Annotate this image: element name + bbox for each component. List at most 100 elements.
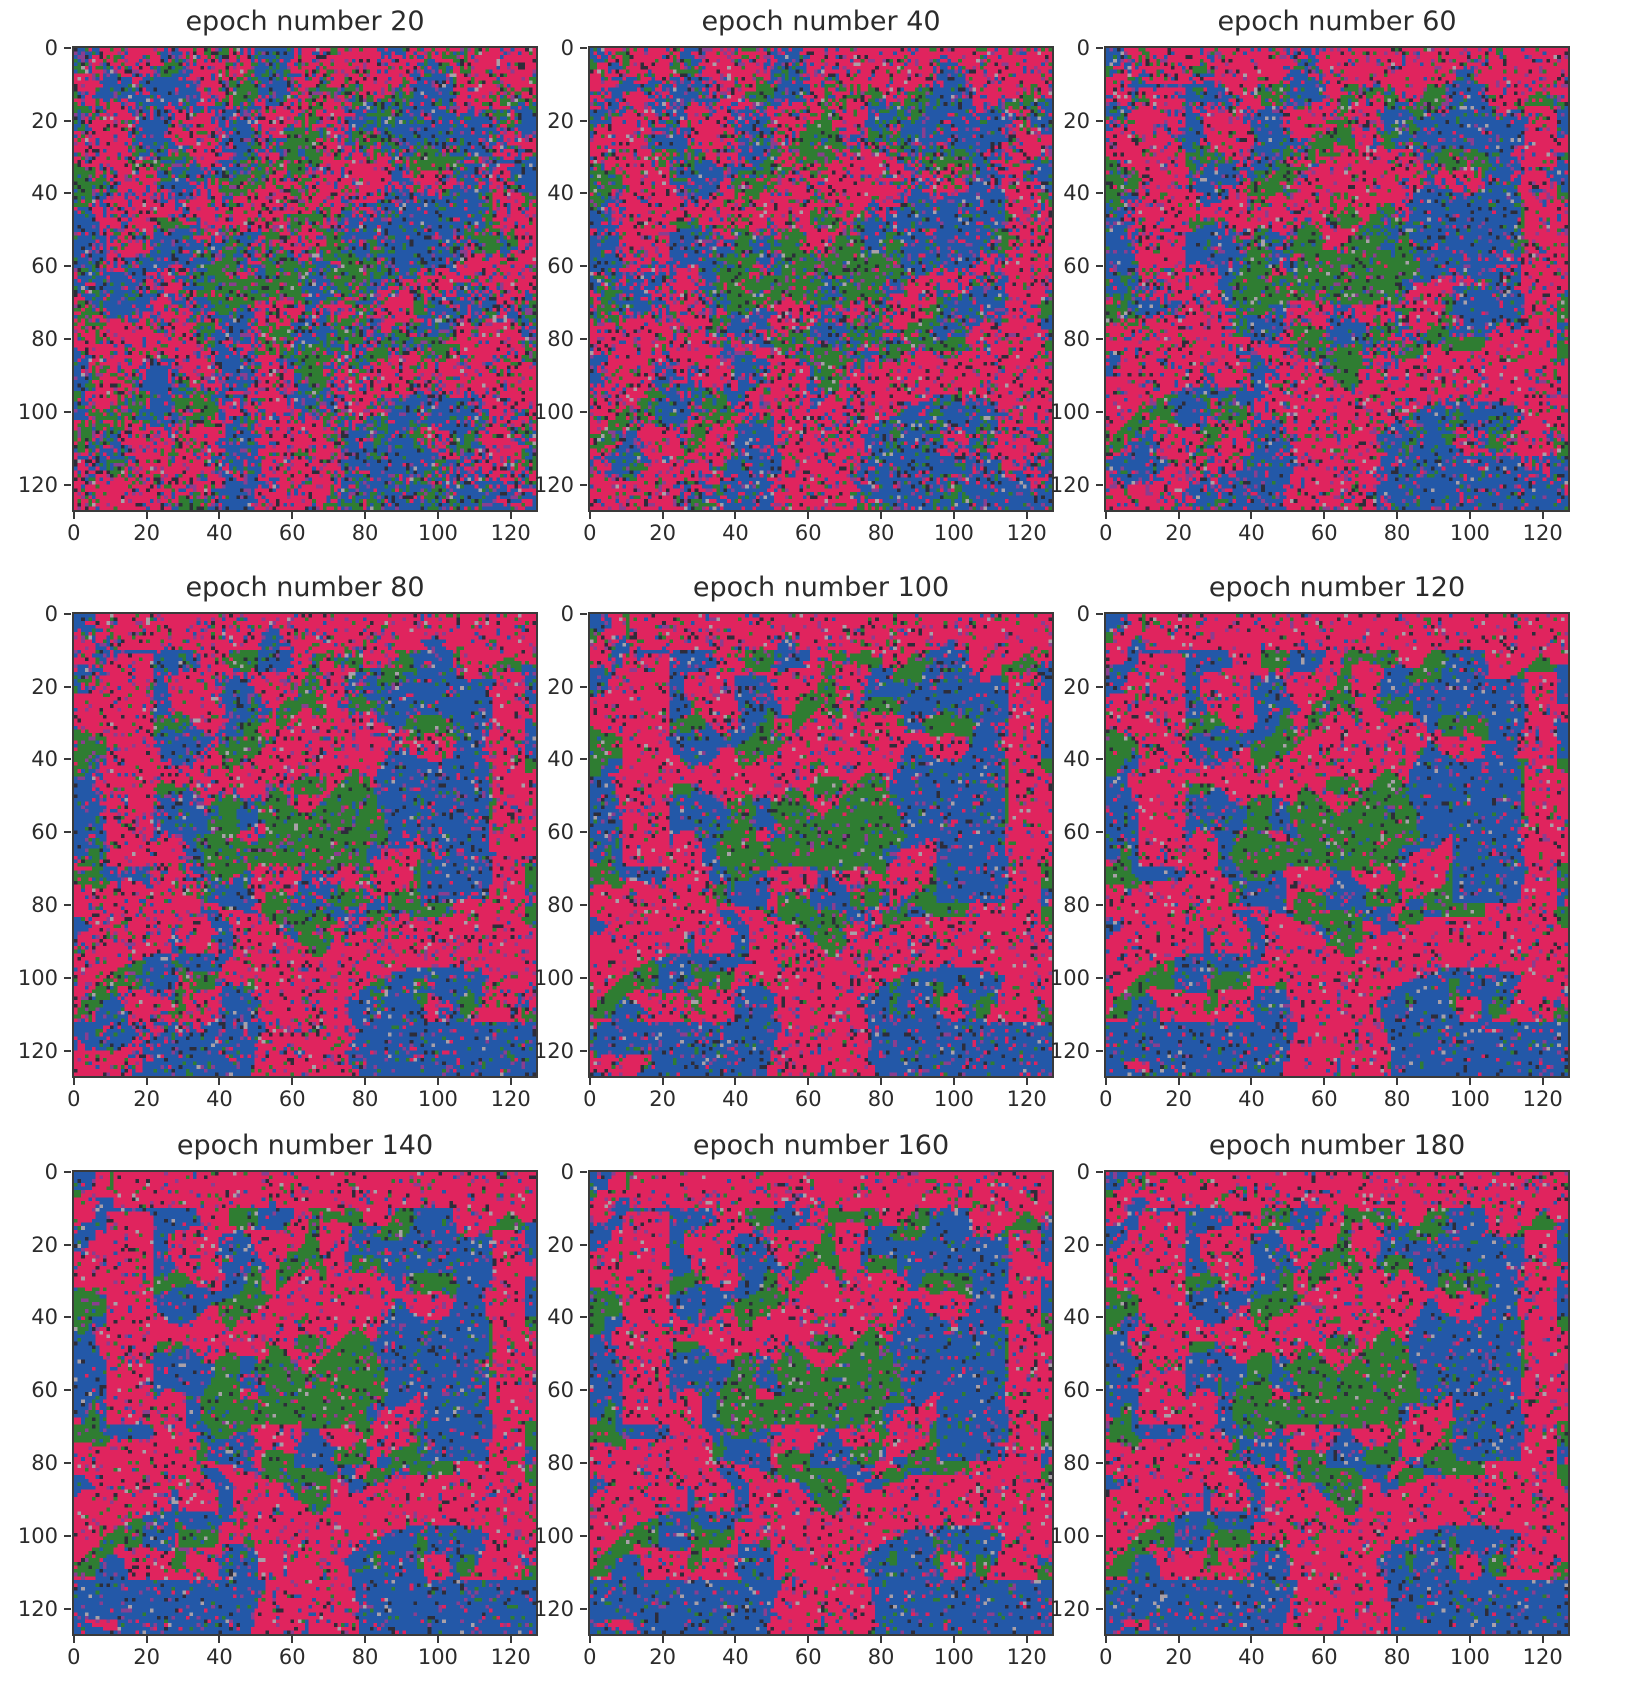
y-tick-label: 60 xyxy=(31,1378,58,1403)
x-tick-label: 40 xyxy=(722,521,749,545)
x-tick-mark xyxy=(145,1636,148,1643)
x-tick-label: 0 xyxy=(583,1645,597,1669)
x-tick-label: 40 xyxy=(206,521,233,545)
x-tick-mark xyxy=(1025,1078,1028,1085)
x-tick-label: 40 xyxy=(1238,1087,1265,1111)
x-tick-mark xyxy=(880,1636,883,1643)
x-tick-label: 60 xyxy=(794,1645,822,1669)
x-tick-label: 40 xyxy=(1238,1645,1265,1669)
y-tick-mark xyxy=(580,1534,587,1537)
image-panel: epoch number 20 0 20 40 60 80 100 120 0 20 40 60 80 1… xyxy=(6,2,566,562)
x-tick-mark xyxy=(734,1078,737,1085)
y-tick-label: 120 xyxy=(1049,1596,1090,1621)
epoch-image xyxy=(1106,614,1568,1076)
image-panel: epoch number 60 0 20 40 60 80 100 120 0 20 40 60 80 1… xyxy=(1038,2,1598,562)
x-tick-mark xyxy=(509,1636,512,1643)
y-tick-mark xyxy=(580,119,587,122)
x-tick-mark xyxy=(218,512,221,519)
x-tick-mark xyxy=(72,1078,75,1085)
y-tick-label: 80 xyxy=(547,327,574,352)
x-tick-mark xyxy=(145,1078,148,1085)
image-panel: epoch number 80 0 20 40 60 80 100 120 0 20 40 60 80 1… xyxy=(6,568,566,1128)
x-tick-label: 80 xyxy=(351,1645,379,1669)
x-tick-mark xyxy=(509,1078,512,1085)
epoch-image xyxy=(74,48,536,510)
y-tick-mark xyxy=(64,1462,71,1465)
x-tick-mark xyxy=(1468,512,1471,519)
y-tick-mark xyxy=(1096,758,1103,761)
y-tick-label: 120 xyxy=(533,1596,574,1621)
x-tick-label: 60 xyxy=(794,1087,822,1111)
x-tick-label: 0 xyxy=(583,1087,597,1111)
y-tick-label: 0 xyxy=(44,601,58,626)
y-tick-label: 100 xyxy=(17,965,58,990)
x-tick-label: 80 xyxy=(867,521,895,545)
y-tick-label: 60 xyxy=(547,1378,574,1403)
y-tick-mark xyxy=(580,1462,587,1465)
x-tick-label: 0 xyxy=(1099,1645,1113,1669)
panel-title: epoch number 60 xyxy=(1217,6,1457,37)
y-tick-mark xyxy=(64,1534,71,1537)
x-tick-label: 20 xyxy=(649,521,676,545)
y-tick-label: 20 xyxy=(1063,674,1090,699)
image-panel: epoch number 100 0 20 40 60 80 100 120 0 20 40 60 80… xyxy=(522,568,1082,1128)
y-tick-label: 100 xyxy=(533,1523,574,1548)
y-tick-label: 60 xyxy=(31,254,58,279)
y-tick-mark xyxy=(64,1607,71,1610)
y-tick-label: 40 xyxy=(547,747,574,772)
x-tick-label: 60 xyxy=(794,521,822,545)
y-tick-mark xyxy=(580,976,587,979)
x-tick-mark xyxy=(1541,512,1544,519)
y-tick-mark xyxy=(64,1243,71,1246)
x-tick-label: 60 xyxy=(1310,1645,1338,1669)
y-tick-label: 60 xyxy=(547,254,574,279)
image-axes xyxy=(1104,46,1570,512)
y-tick-mark xyxy=(1096,119,1103,122)
y-tick-label: 40 xyxy=(31,181,58,206)
y-tick-label: 120 xyxy=(533,472,574,497)
x-tick-mark xyxy=(1468,1636,1471,1643)
y-tick-label: 40 xyxy=(1063,181,1090,206)
x-tick-label: 100 xyxy=(1449,1087,1490,1111)
y-tick-label: 100 xyxy=(1049,1523,1090,1548)
y-tick-mark xyxy=(580,1170,587,1173)
y-tick-label: 100 xyxy=(1049,399,1090,424)
x-tick-label: 20 xyxy=(133,1645,160,1669)
image-axes xyxy=(72,1170,538,1636)
x-tick-label: 0 xyxy=(67,1087,81,1111)
x-tick-mark xyxy=(1177,1636,1180,1643)
epoch-image xyxy=(590,48,1052,510)
y-tick-label: 20 xyxy=(547,108,574,133)
y-tick-mark xyxy=(580,1316,587,1319)
x-tick-label: 60 xyxy=(1310,521,1338,545)
y-tick-mark xyxy=(1096,1243,1103,1246)
x-tick-mark xyxy=(588,512,591,519)
x-tick-mark xyxy=(364,1636,367,1643)
x-tick-label: 20 xyxy=(1165,521,1192,545)
x-tick-label: 80 xyxy=(1383,1087,1411,1111)
x-tick-label: 0 xyxy=(67,1645,81,1669)
y-tick-mark xyxy=(64,46,71,49)
x-tick-label: 40 xyxy=(206,1645,233,1669)
y-tick-label: 120 xyxy=(533,1038,574,1063)
y-tick-label: 80 xyxy=(547,893,574,918)
y-tick-mark xyxy=(64,119,71,122)
x-tick-label: 120 xyxy=(1006,521,1047,545)
y-tick-label: 0 xyxy=(44,1159,58,1184)
image-panel: epoch number 40 0 20 40 60 80 100 120 0 20 40 60 80 1… xyxy=(522,2,1082,562)
y-tick-mark xyxy=(580,1049,587,1052)
y-tick-label: 60 xyxy=(1063,820,1090,845)
y-tick-label: 60 xyxy=(31,820,58,845)
x-tick-label: 0 xyxy=(583,521,597,545)
x-tick-mark xyxy=(1396,1636,1399,1643)
y-tick-label: 80 xyxy=(31,1451,58,1476)
x-tick-mark xyxy=(72,512,75,519)
x-tick-label: 20 xyxy=(133,521,160,545)
y-tick-label: 0 xyxy=(560,35,574,60)
x-tick-mark xyxy=(734,512,737,519)
y-tick-mark xyxy=(1096,685,1103,688)
x-tick-mark xyxy=(1541,1636,1544,1643)
x-tick-mark xyxy=(1177,1078,1180,1085)
x-tick-label: 100 xyxy=(933,521,974,545)
